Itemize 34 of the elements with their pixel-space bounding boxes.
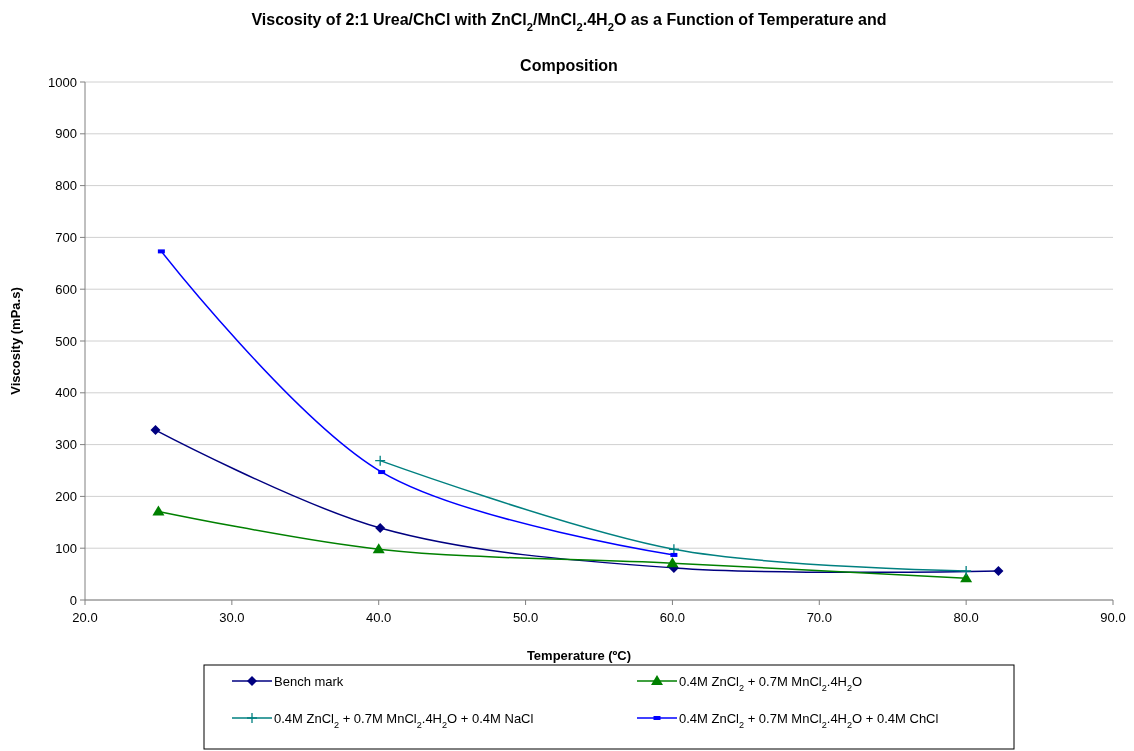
y-tick-label: 900 [55,126,77,142]
x-tick-label: 40.0 [366,610,392,625]
point [372,543,385,554]
legend-label: 0.4M ZnCl$_{2}$ + 0.7M MnCl$_{2}$.4H$_{2}$O + 0.4M NaCl [274,710,534,730]
y-axis-title: Viscosity (mPa.s) [8,287,23,395]
point [150,425,161,436]
x-tick-label: 70.0 [806,610,832,625]
y-tick-label: 300 [55,437,77,453]
point [375,523,386,533]
point [993,565,1004,576]
y-tick-label: 0 [69,592,77,608]
point [666,557,679,568]
y-tick-label: 100 [55,540,77,556]
x-tick-label: 50.0 [512,610,539,625]
point [374,455,386,467]
x-axis-title: Temperature (ºC) [526,648,632,663]
x-tick-label: 80.0 [953,610,979,625]
legend-label: 0.4M ZnCl$_{2}$ + 0.7M MnCl$_{2}$.4H$_{2}$O + 0.4M ChCl [679,710,939,730]
y-tick-label: 400 [55,385,77,401]
y-tick-label: 1000 [48,74,77,90]
x-tick-label: 90.0 [1100,610,1126,625]
y-tick-label: 800 [55,178,77,194]
legend-label: 0.4M ZnCl$_{2}$ + 0.7M MnCl$_{2}$.4H$_{2}$O [679,673,863,693]
y-tick-label: 600 [55,281,77,297]
point [152,505,165,516]
x-tick-label: 30.0 [219,610,245,625]
x-tick-label: 20.0 [72,610,98,625]
chart-title: Viscosity of 2:1 Urea/ChCl with ZnCl$_{2}$/MnCl$_{2}$.4H$_{2}$O as a Function of Temperature and Composition [251,11,887,74]
y-tick-label: 500 [55,333,77,349]
x-tick-label: 60.0 [659,610,686,625]
y-tick-label: 700 [55,229,77,245]
y-tick-label: 200 [55,488,77,504]
legend-label: Bench mark [274,673,344,689]
point [960,565,972,577]
